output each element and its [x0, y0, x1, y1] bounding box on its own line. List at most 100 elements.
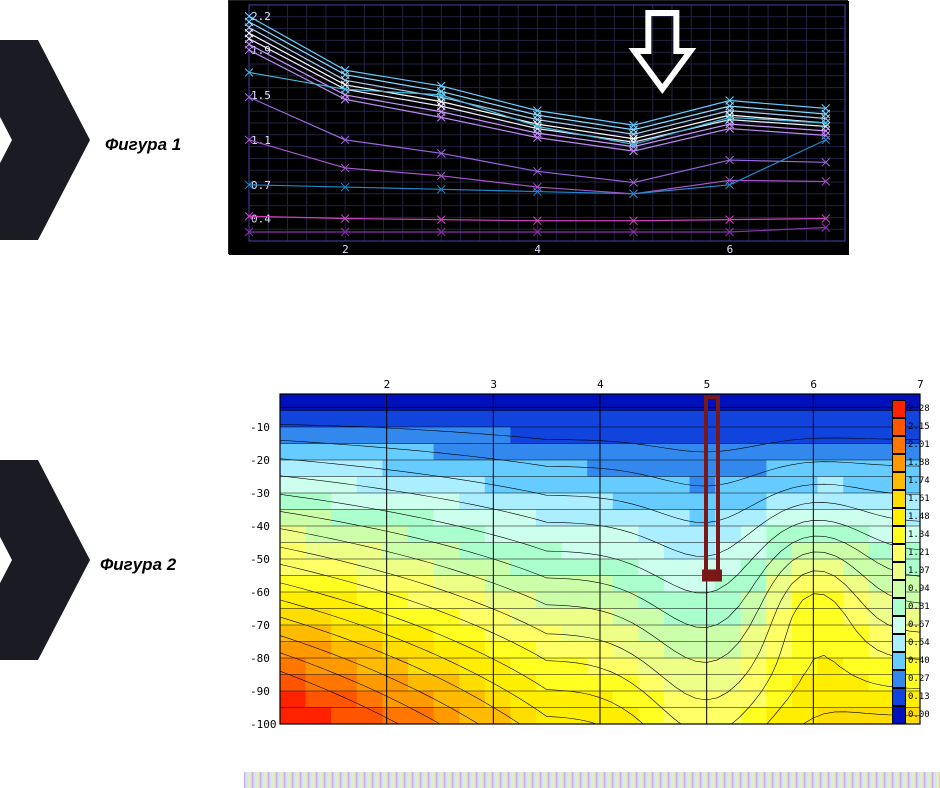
heatmap-cell	[536, 510, 562, 527]
y-tick-label: -30	[250, 487, 270, 500]
heatmap-cell	[869, 460, 895, 477]
heatmap-cell	[562, 460, 588, 477]
heatmap-cell	[459, 609, 485, 626]
y-tick-label: -80	[250, 652, 270, 665]
heatmap-cell	[562, 477, 588, 494]
heatmap-cell	[869, 493, 895, 510]
legend-swatch	[892, 418, 906, 436]
heatmap-cell	[536, 625, 562, 642]
heatmap-cell	[843, 493, 869, 510]
heatmap-cell	[664, 526, 690, 543]
heatmap-cell	[664, 411, 690, 428]
heatmap-cell	[613, 675, 639, 692]
heatmap-cell	[331, 625, 357, 642]
heatmap-cell	[741, 460, 767, 477]
heatmap-cell	[792, 708, 818, 725]
heatmap-cell	[485, 526, 511, 543]
heatmap-cell	[690, 543, 716, 560]
heatmap-cell	[766, 592, 792, 609]
heatmap-cell	[357, 394, 383, 411]
heatmap-cell	[869, 427, 895, 444]
legend-value: 2.15	[906, 422, 930, 432]
heatmap-cell	[485, 493, 511, 510]
y-tick-label: -50	[250, 553, 270, 566]
heatmap-cell	[715, 691, 741, 708]
legend-value: 1.34	[906, 530, 930, 540]
heatmap-cell	[408, 477, 434, 494]
heatmap-cell	[818, 427, 844, 444]
heatmap-cell	[485, 675, 511, 692]
heatmap-cell	[357, 477, 383, 494]
heatmap-cell	[613, 708, 639, 725]
heatmap-cell	[510, 460, 536, 477]
heatmap-cell	[638, 411, 664, 428]
x-tick-label: 2	[342, 243, 349, 255]
heatmap-cell	[741, 526, 767, 543]
heatmap-cell	[408, 493, 434, 510]
heatmap-cell	[331, 510, 357, 527]
heatmap-cell	[459, 477, 485, 494]
heatmap-cell	[280, 708, 306, 725]
heatmap-cell	[510, 394, 536, 411]
color-legend: 2.282.152.011.881.741.611.481.341.211.07…	[892, 400, 940, 720]
heatmap-cell	[715, 658, 741, 675]
heatmap-cell	[843, 477, 869, 494]
line-chart-svg: 0.40.71.11.51.92.2246	[229, 1, 849, 255]
heatmap-cell	[331, 444, 357, 461]
legend-value: 1.48	[906, 512, 930, 522]
heatmap-cell	[562, 609, 588, 626]
heatmap-cell	[843, 427, 869, 444]
heatmap-cell	[818, 526, 844, 543]
legend-row: 0.13	[892, 688, 940, 706]
heatmap-cell	[485, 592, 511, 609]
heatmap-cell	[818, 543, 844, 560]
legend-value: 0.27	[906, 674, 930, 684]
legend-value: 0.13	[906, 692, 930, 702]
legend-row: 1.88	[892, 454, 940, 472]
heatmap-cell	[690, 642, 716, 659]
heatmap-cell	[664, 675, 690, 692]
heatmap-cell	[869, 444, 895, 461]
heatmap-cell	[792, 543, 818, 560]
heatmap-cell	[638, 642, 664, 659]
heatmap-cell	[434, 526, 460, 543]
heatmap-cell	[664, 625, 690, 642]
legend-swatch	[892, 688, 906, 706]
heatmap-cell	[766, 609, 792, 626]
heatmap-cell	[510, 411, 536, 428]
heatmap-cell	[638, 543, 664, 560]
heatmap-cell	[818, 609, 844, 626]
heatmap-cell	[357, 642, 383, 659]
heatmap-cell	[434, 658, 460, 675]
heatmap-cell	[792, 493, 818, 510]
x-tick-label: 7	[917, 378, 924, 391]
heatmap-cell	[459, 708, 485, 725]
heatmap-cell	[766, 444, 792, 461]
heatmap-cell	[843, 543, 869, 560]
heatmap-cell	[434, 394, 460, 411]
heatmap-cell	[434, 708, 460, 725]
heatmap-cell	[792, 592, 818, 609]
heatmap-cell	[331, 543, 357, 560]
heatmap-cell	[357, 510, 383, 527]
heatmap-cell	[766, 576, 792, 593]
heatmap-cell	[792, 477, 818, 494]
heatmap-cell	[613, 691, 639, 708]
heatmap-cell	[613, 526, 639, 543]
x-tick-label: 3	[490, 378, 497, 391]
legend-swatch	[892, 544, 906, 562]
heatmap-cell	[510, 625, 536, 642]
heatmap-cell	[536, 592, 562, 609]
heatmap-cell	[792, 394, 818, 411]
heatmap-cell	[869, 642, 895, 659]
legend-swatch	[892, 490, 906, 508]
heatmap-cell	[536, 477, 562, 494]
heatmap-cell	[766, 394, 792, 411]
heatmap-cell	[408, 691, 434, 708]
y-tick-label: -10	[250, 421, 270, 434]
line-chart: 0.40.71.11.51.92.2246	[228, 0, 848, 254]
heatmap-cell	[766, 658, 792, 675]
heatmap-cell	[792, 625, 818, 642]
heatmap-svg: 234567-10-20-30-40-50-60-70-80-90-100	[244, 372, 940, 737]
heatmap-cell	[664, 427, 690, 444]
